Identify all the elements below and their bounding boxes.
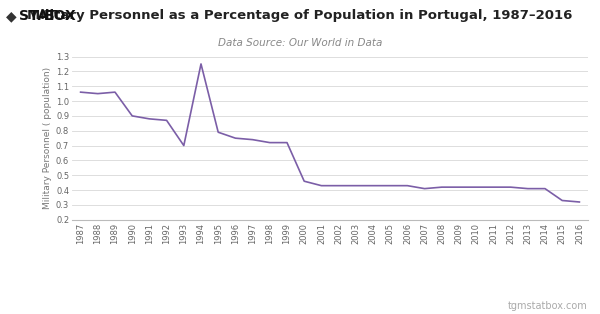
Text: STAT: STAT xyxy=(19,9,57,24)
Text: Military Personnel as a Percentage of Population in Portugal, 1987–2016: Military Personnel as a Percentage of Po… xyxy=(28,9,572,22)
Text: ◆: ◆ xyxy=(6,9,17,24)
Y-axis label: Military Personnel ( population): Military Personnel ( population) xyxy=(43,67,52,209)
Text: tgmstatbox.com: tgmstatbox.com xyxy=(508,301,588,311)
Text: BOX: BOX xyxy=(44,9,77,24)
Text: Data Source: Our World in Data: Data Source: Our World in Data xyxy=(218,38,382,48)
